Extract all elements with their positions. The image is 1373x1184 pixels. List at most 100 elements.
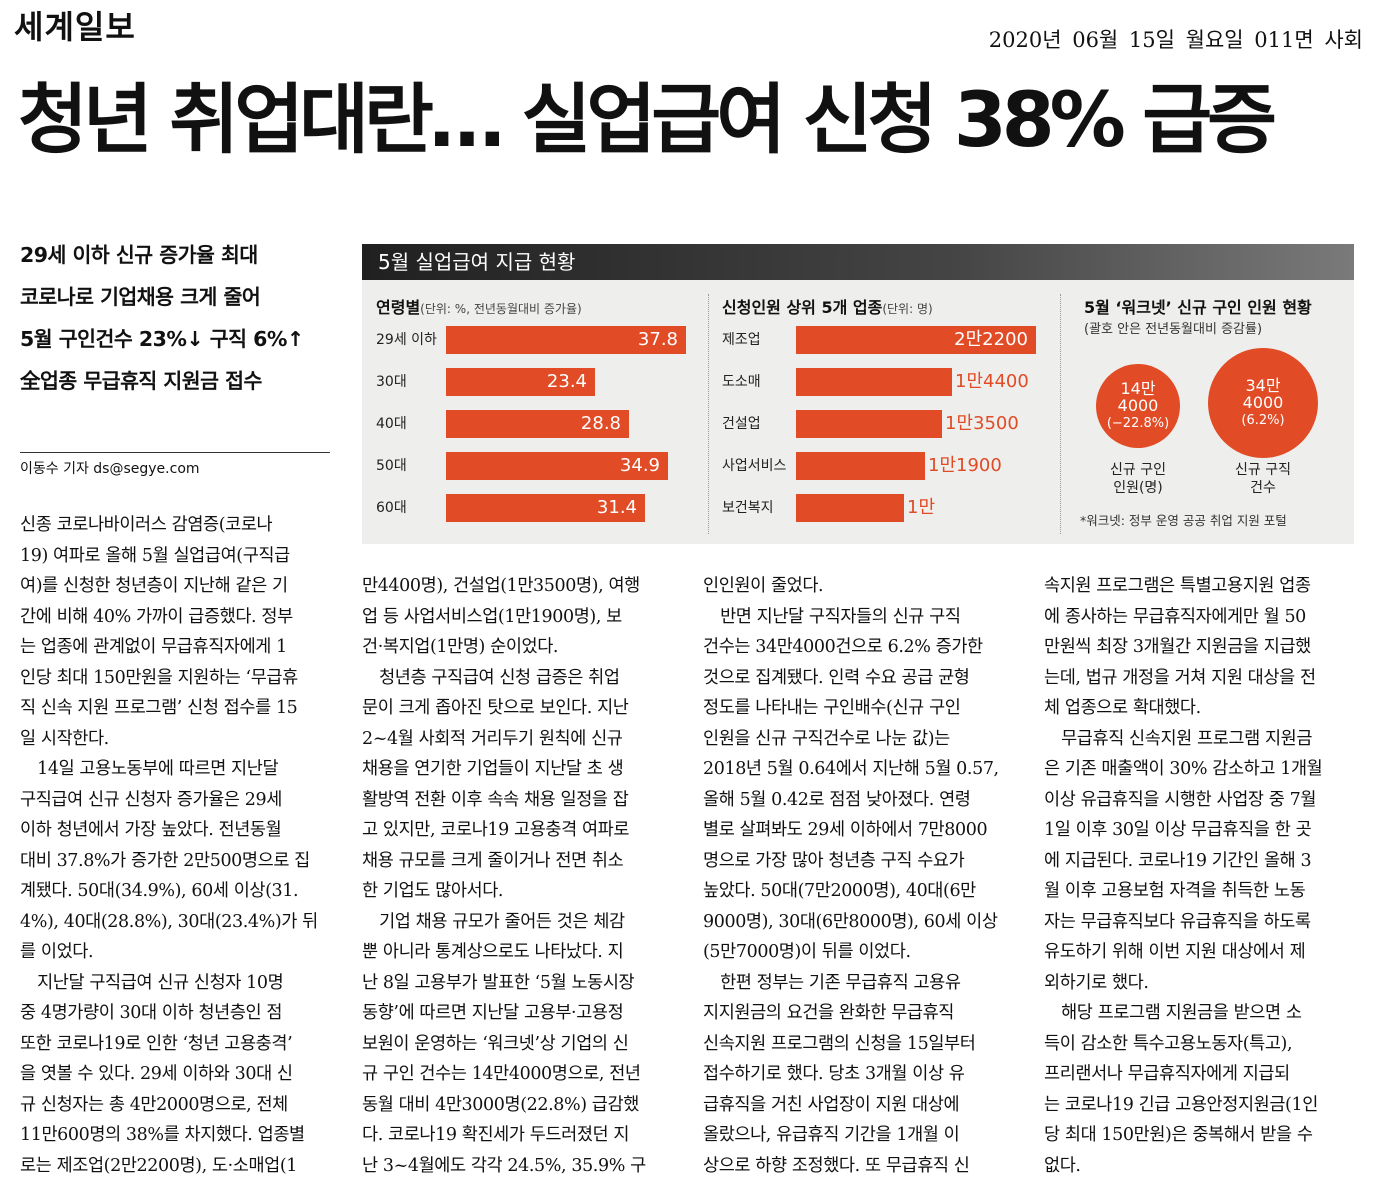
article-line: 에 지급된다. 코로나19 기간인 올해 3: [1044, 850, 1312, 871]
article-line: 접수하기로 했다. 당초 3개월 이상 유: [703, 1064, 965, 1084]
article-line: 인인원이 줄었다.: [703, 576, 824, 596]
job-openings-circle: 14만 4000 (−22.8%): [1096, 364, 1180, 448]
bar-value-label: 1만: [907, 497, 936, 518]
byline-rule: [20, 452, 330, 453]
article-line: 건수는 34만4000건으로 6.2% 증가한: [703, 637, 983, 657]
age-chart-unit: (단위: %, 전년동월대비 증가율): [420, 302, 582, 316]
article-line: 규 신청자는 총 4만2000명으로, 전체: [20, 1094, 288, 1115]
bar-category-label: 건설업: [722, 416, 761, 432]
bar-category-label: 도소매: [722, 374, 761, 390]
article-line: 14일 고용노동부에 따르면 지난달: [20, 759, 279, 779]
article-line: 급휴직을 거친 사업장이 지원 대상에: [703, 1094, 960, 1115]
bar-category-label: 50대: [376, 458, 407, 474]
article-line: 채용을 연기한 기업들이 지난달 초 생: [362, 759, 624, 779]
headline: 청년 취업대란… 실업급여 신청 38% 급증: [18, 75, 1277, 164]
subhead: 5월 구인건수 23%↓ 구직 6%↑: [20, 327, 304, 351]
article-line: 지난달 구직급여 신규 신청자 10명: [20, 972, 284, 993]
article-line: 또한 코로나19로 인한 ‘청년 고용충격’: [20, 1033, 293, 1054]
article-line: 은 기존 매출액이 30% 감소하고 1개월: [1044, 759, 1323, 779]
article-line: 별로 살펴봐도 29세 이하에서 7만8000: [703, 820, 988, 840]
article-column-4: 속지원 프로그램은 특별고용지원 업종 에 종사하는 무급휴직자에게만 월 50 만…: [1044, 571, 1354, 1181]
article-line: 활방역 전환 이후 속속 채용 일정을 잡: [362, 789, 629, 810]
industry-chart-title: 신청인원 상위 5개 업종(단위: 명): [722, 294, 933, 318]
article-line: 뿐 아니라 통계상으로도 나타났다. 지: [362, 942, 624, 962]
circle-value-line2: 4000: [1242, 393, 1284, 413]
bar: [446, 368, 595, 396]
bar-row: 40대 28.8: [376, 410, 806, 438]
bar-value-label: 1만1900: [928, 455, 1002, 476]
article-line: 올랐으나, 유급휴직 기간을 1개월 이: [703, 1125, 960, 1145]
bar-value-label: 1만3500: [945, 413, 1019, 434]
article-line: 동월 대비 4만3000명(22.8%) 급감했: [362, 1094, 639, 1115]
bar-value-label: 31.4: [596, 497, 637, 518]
newspaper-masthead: 세계일보: [14, 8, 136, 46]
article-line: 것으로 집계됐다. 인력 수요 공급 균형: [703, 667, 970, 688]
article-line: 간에 비해 40% 가까이 급증했다. 정부: [20, 606, 293, 627]
bar-value-label: 34.9: [619, 455, 660, 476]
article-line: 지지원금의 요건을 완화한 무급휴직: [703, 1003, 954, 1023]
article-line: 높았다. 50대(7만2000명), 40대(6만: [703, 881, 976, 901]
section-divider: [1060, 294, 1061, 534]
subheads: 29세 이하 신규 증가율 최대 코로나로 기업채용 크게 줄어 5월 구인건수…: [20, 234, 340, 402]
article-line: 없다.: [1044, 1155, 1081, 1176]
bar: [796, 326, 1036, 354]
article-line: 로는 제조업(2만2200명), 도·소매업(1: [20, 1155, 298, 1176]
job-openings-label: 신규 구인 인원(명): [1088, 462, 1188, 497]
worknet-title: 5월 ‘워크넷’ 신규 구인 인원 현황: [1084, 298, 1312, 317]
article-line: 9000명), 30대(6만8000명), 60세 이상: [703, 911, 998, 932]
article-line: 정도를 나타내는 구인배수(신규 구인: [703, 698, 961, 718]
article-line: 난 8일 고용부가 발표한 ‘5월 노동시장: [362, 972, 635, 993]
article-line: 한 기업도 많아서다.: [362, 881, 504, 901]
article-line: 채용 규모를 크게 줄이거나 전면 취소: [362, 850, 624, 871]
article-line: 는데, 법규 개정을 거쳐 지원 대상을 전: [1044, 667, 1316, 688]
circle-label-line1: 신규 구직: [1235, 462, 1291, 478]
bar: [796, 368, 952, 396]
article-column-1: 신종 코로나바이러스 감염증(코로나 19) 여파로 올해 5월 실업급여(구직급…: [20, 510, 330, 1181]
bar-category-label: 60대: [376, 500, 407, 516]
job-seekers-circle: 34만 4000 (6.2%): [1208, 348, 1318, 458]
article-line: 4%), 40대(28.8%), 30대(23.4%)가 뒤: [20, 911, 318, 932]
circle-change: (6.2%): [1241, 412, 1285, 428]
article-line: 을 엿볼 수 있다. 29세 이하와 30대 신: [20, 1064, 293, 1084]
article-line: 직 신속 지원 프로그램’ 신청 접수를 15: [20, 698, 298, 718]
bar-row: 제조업 2만2200: [722, 326, 1156, 354]
article-line: 대비 37.8%가 증가한 2만500명으로 집: [20, 850, 310, 871]
article-line: 무급휴직 신속지원 프로그램 지원금: [1044, 728, 1313, 749]
bar: [796, 410, 942, 438]
article-line: 규 구인 건수는 14만4000명으로, 전년: [362, 1064, 641, 1084]
bar-row: 도소매 1만4400: [722, 368, 1156, 396]
bar: [446, 326, 686, 354]
article-line: 계됐다. 50대(34.9%), 60세 이상(31.: [20, 881, 299, 901]
industry-chart-title-text: 신청인원 상위 5개 업종: [722, 298, 883, 317]
article-line: 는 업종에 관계없이 무급휴직자에게 1: [20, 637, 287, 657]
bar-category-label: 보건복지: [722, 500, 774, 516]
article-line: 당 최대 150만원)은 중복해서 받을 수: [1044, 1125, 1313, 1145]
article-line: 11만600명의 38%를 차지했다. 업종별: [20, 1125, 305, 1145]
article-line: 프리랜서나 무급휴직자에게 지급되: [1044, 1064, 1290, 1084]
article-line: 문이 크게 좁아진 탓으로 보인다. 지난: [362, 698, 629, 718]
bar: [446, 494, 645, 522]
bar-value-label: 1만4400: [955, 371, 1029, 392]
article-line: 고 있지만, 코로나19 고용충격 여파로: [362, 820, 630, 840]
article-line: 반면 지난달 구직자들의 신규 구직: [703, 606, 961, 627]
bar-value-label: 37.8: [637, 329, 678, 350]
infographic-title: 5월 실업급여 지급 현황: [362, 244, 1354, 280]
article-line: 건·복지업(1만명) 순이었다.: [362, 637, 559, 657]
bar-value-label: 2만2200: [954, 329, 1028, 350]
article-line: 1일 이후 30일 이상 무급휴직을 한 곳: [1044, 820, 1312, 840]
bar-row: 건설업 1만3500: [722, 410, 1156, 438]
worknet-footnote: *워크넷: 정부 운영 공공 취업 지원 포털: [1080, 513, 1287, 528]
article-line: 이상 유급휴직을 시행한 사업장 중 7월: [1044, 789, 1317, 810]
article-line: 중 4명가량이 30대 이하 청년층인 점: [20, 1003, 283, 1023]
circle-label-line2: 인원(명): [1113, 479, 1163, 496]
article-line: 한편 정부는 기존 무급휴직 고용유: [703, 972, 961, 993]
bar-value-label: 23.4: [546, 371, 587, 392]
article-line: 올해 5월 0.42로 점점 낮아졌다. 연령: [703, 789, 971, 810]
article-line: 2018년 5월 0.64에서 지난해 5월 0.57,: [703, 759, 999, 779]
article-line: 인원을 신규 구직건수로 나눈 값)는: [703, 728, 950, 749]
dateline: 2020년 06월 15일 월요일 011면 사회: [988, 28, 1363, 52]
subhead: 코로나로 기업채용 크게 줄어: [20, 285, 261, 309]
article-line: 자는 무급휴직보다 유급휴직을 하도록: [1044, 911, 1311, 932]
byline: 이동수 기자 ds@segye.com: [20, 461, 200, 477]
